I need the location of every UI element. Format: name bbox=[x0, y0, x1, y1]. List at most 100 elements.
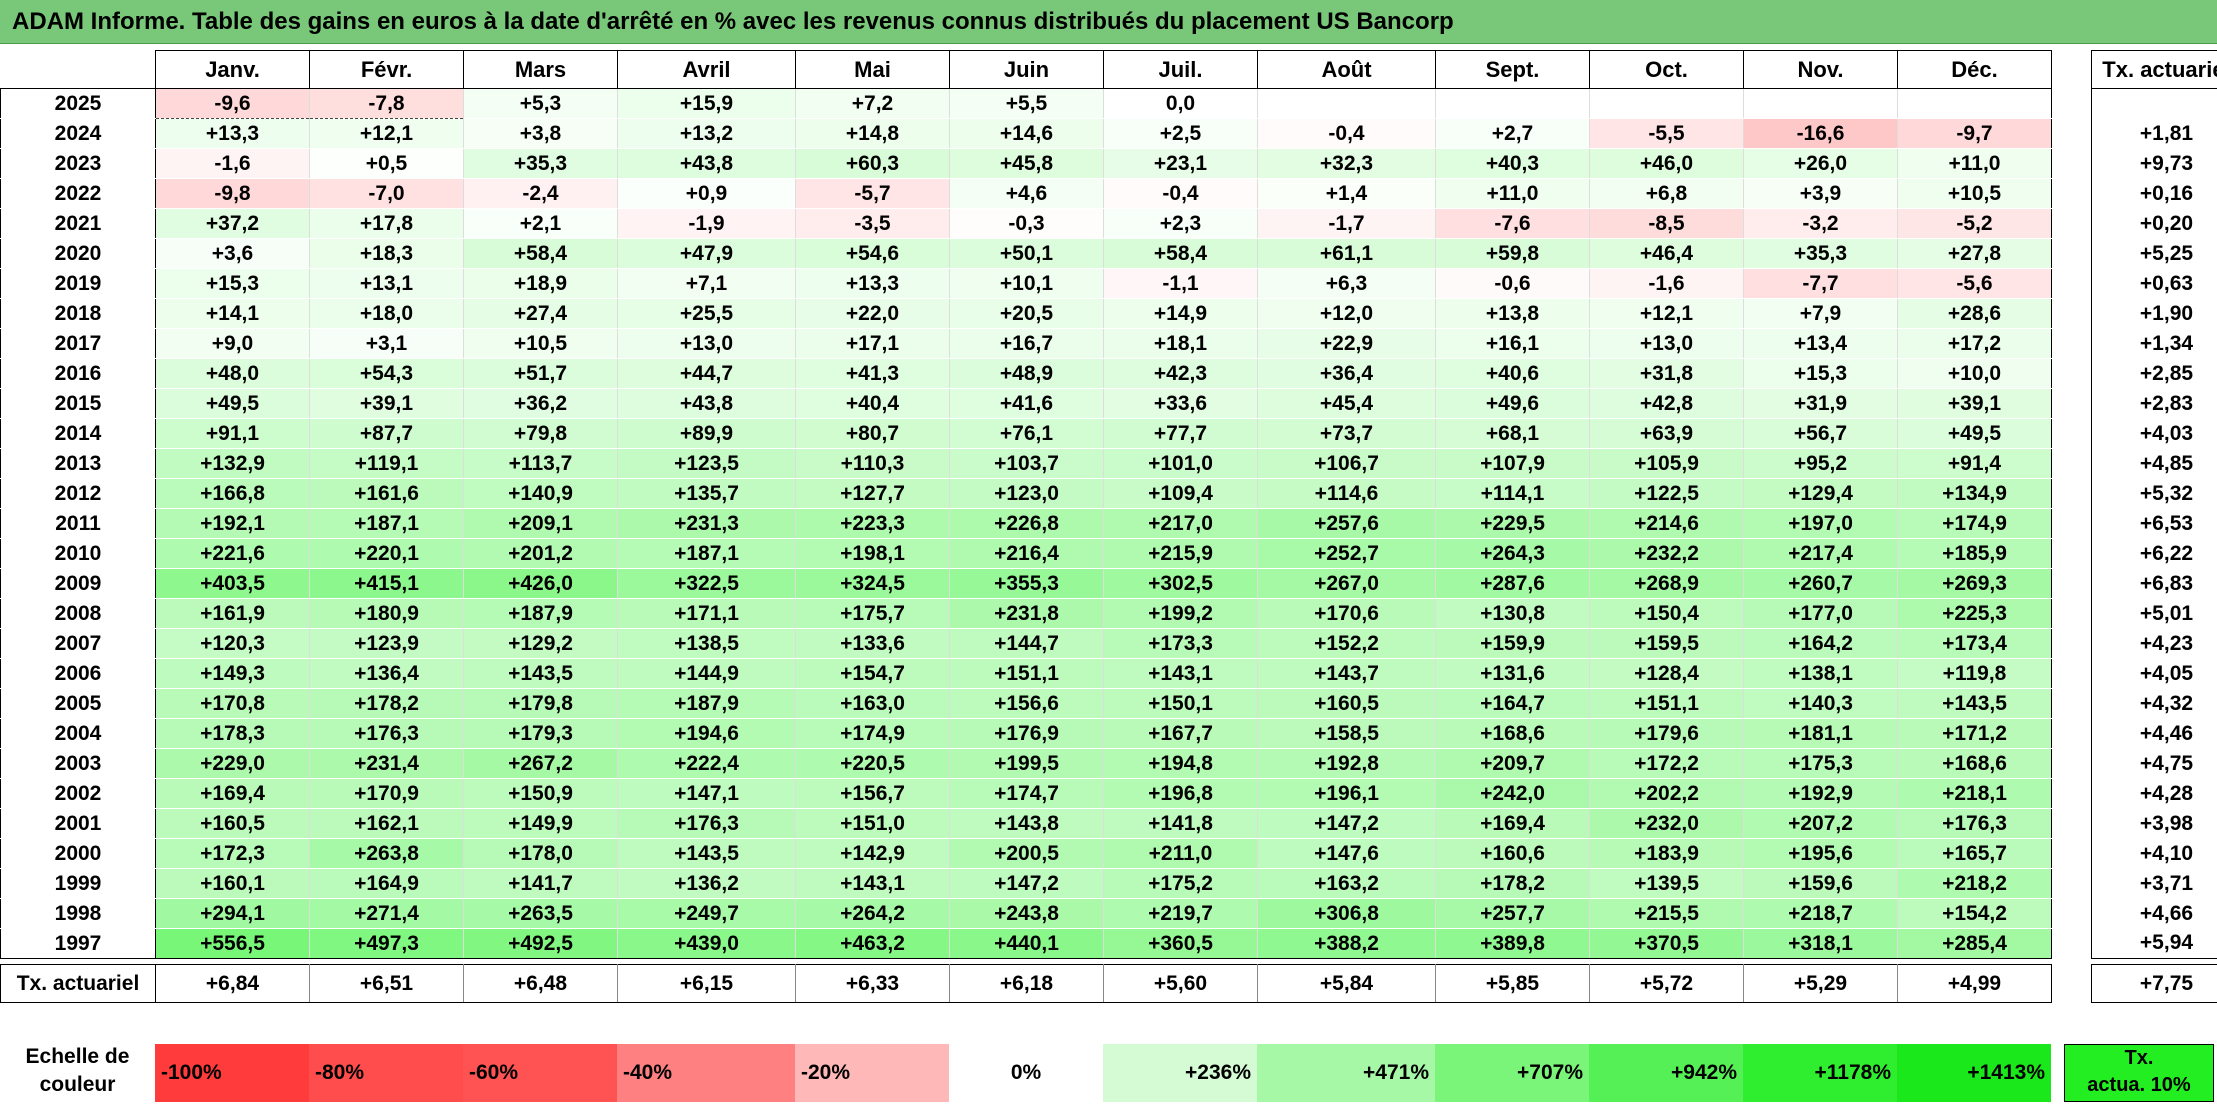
gap-cell bbox=[2051, 148, 2092, 179]
scale-target-line2: actua. 10% bbox=[2087, 1074, 2191, 1096]
cell-2023-dec: +11,0 bbox=[1897, 148, 2052, 179]
cell-2020-juin: +50,1 bbox=[949, 238, 1104, 269]
cell-1997-juil: +360,5 bbox=[1103, 928, 1258, 959]
cell-2015-avril: +43,8 bbox=[617, 388, 796, 419]
cell-2005-nov: +140,3 bbox=[1743, 688, 1898, 719]
cell-2010-sept: +264,3 bbox=[1435, 538, 1590, 569]
cell-2025-fevr: -7,8 bbox=[309, 88, 464, 119]
cell-2013-aout: +106,7 bbox=[1257, 448, 1436, 479]
cell-2014-avril: +89,9 bbox=[617, 418, 796, 449]
gap-cell bbox=[2051, 358, 2092, 389]
cell-2019-oct: -1,6 bbox=[1589, 268, 1744, 299]
cell-1998-juil: +219,7 bbox=[1103, 898, 1258, 929]
cell-2009-juin: +355,3 bbox=[949, 568, 1104, 599]
cell-2008-sept: +130,8 bbox=[1435, 598, 1590, 629]
gap-cell bbox=[2051, 448, 2092, 479]
cell-2022-fevr: -7,0 bbox=[309, 178, 464, 209]
scale-step-12: +1413% bbox=[1897, 1044, 2051, 1102]
cell-2024-janv: +13,3 bbox=[155, 118, 310, 149]
cell-2021-janv: +37,2 bbox=[155, 208, 310, 239]
cell-2010-avril: +187,1 bbox=[617, 538, 796, 569]
cell-2004-aout: +158,5 bbox=[1257, 718, 1436, 749]
cell-1998-oct: +215,5 bbox=[1589, 898, 1744, 929]
cell-2023-juil: +23,1 bbox=[1103, 148, 1258, 179]
rate-cell-2017: +1,34 bbox=[2091, 328, 2217, 359]
cell-2008-mai: +175,7 bbox=[795, 598, 950, 629]
scale-step-10: +942% bbox=[1589, 1044, 1743, 1102]
cell-2018-janv: +14,1 bbox=[155, 298, 310, 329]
rate-cell-2004: +4,46 bbox=[2091, 718, 2217, 749]
totals-label: Tx. actuariel bbox=[0, 964, 156, 1003]
gap-cell bbox=[2051, 688, 2092, 719]
cell-1999-dec: +218,2 bbox=[1897, 868, 2052, 899]
cell-2006-janv: +149,3 bbox=[155, 658, 310, 689]
cell-2020-fevr: +18,3 bbox=[309, 238, 464, 269]
cell-2005-janv: +170,8 bbox=[155, 688, 310, 719]
rate-cell-2020: +5,25 bbox=[2091, 238, 2217, 269]
rate-cell-2001: +3,98 bbox=[2091, 808, 2217, 839]
cell-2024-dec: -9,7 bbox=[1897, 118, 2052, 149]
cell-2024-juin: +14,6 bbox=[949, 118, 1104, 149]
table-row: 2013 +132,9 +119,1 +113,7 +123,5 +110,3 +103,7… bbox=[0, 448, 2217, 479]
cell-2000-mai: +142,9 bbox=[795, 838, 950, 869]
gap-cell bbox=[2051, 118, 2092, 149]
month-header-dec: Déc. bbox=[1897, 50, 2052, 89]
cell-2000-aout: +147,6 bbox=[1257, 838, 1436, 869]
cell-2023-fevr: +0,5 bbox=[309, 148, 464, 179]
table-row: 2000 +172,3 +263,8 +178,0 +143,5 +142,9 +200,5… bbox=[0, 838, 2217, 869]
total-juin: +6,18 bbox=[949, 964, 1104, 1003]
rate-cell-2015: +2,83 bbox=[2091, 388, 2217, 419]
cell-2001-juin: +143,8 bbox=[949, 808, 1104, 839]
row-year-label: 2015 bbox=[0, 388, 156, 419]
cell-2008-dec: +225,3 bbox=[1897, 598, 2052, 629]
total-fevr: +6,51 bbox=[309, 964, 464, 1003]
cell-2005-fevr: +178,2 bbox=[309, 688, 464, 719]
rate-cell-1999: +3,71 bbox=[2091, 868, 2217, 899]
gap-cell bbox=[2051, 748, 2092, 779]
cell-2000-janv: +172,3 bbox=[155, 838, 310, 869]
table-row: 2001 +160,5 +162,1 +149,9 +176,3 +151,0 +143,8… bbox=[0, 808, 2217, 839]
table-row: 2008 +161,9 +180,9 +187,9 +171,1 +175,7 +231,8… bbox=[0, 598, 2217, 629]
cell-2014-janv: +91,1 bbox=[155, 418, 310, 449]
cell-2021-avril: -1,9 bbox=[617, 208, 796, 239]
cell-2022-mars: -2,4 bbox=[463, 178, 618, 209]
cell-2015-fevr: +39,1 bbox=[309, 388, 464, 419]
cell-2005-aout: +160,5 bbox=[1257, 688, 1436, 719]
scale-step-3: -60% bbox=[463, 1044, 617, 1102]
table-row: 1998 +294,1 +271,4 +263,5 +249,7 +264,2 +243,8… bbox=[0, 898, 2217, 929]
cell-2000-juin: +200,5 bbox=[949, 838, 1104, 869]
cell-2003-mai: +220,5 bbox=[795, 748, 950, 779]
month-header-nov: Nov. bbox=[1743, 50, 1898, 89]
cell-2019-dec: -5,6 bbox=[1897, 268, 2052, 299]
cell-2017-mars: +10,5 bbox=[463, 328, 618, 359]
cell-2005-mars: +179,8 bbox=[463, 688, 618, 719]
cell-2000-oct: +183,9 bbox=[1589, 838, 1744, 869]
cell-2019-aout: +6,3 bbox=[1257, 268, 1436, 299]
cell-1998-mars: +263,5 bbox=[463, 898, 618, 929]
cell-1997-sept: +389,8 bbox=[1435, 928, 1590, 959]
cell-2011-mai: +223,3 bbox=[795, 508, 950, 539]
cell-2006-mai: +154,7 bbox=[795, 658, 950, 689]
cell-2012-nov: +129,4 bbox=[1743, 478, 1898, 509]
cell-2009-nov: +260,7 bbox=[1743, 568, 1898, 599]
row-year-label: 2010 bbox=[0, 538, 156, 569]
cell-2006-avril: +144,9 bbox=[617, 658, 796, 689]
cell-2008-juil: +199,2 bbox=[1103, 598, 1258, 629]
cell-2006-sept: +131,6 bbox=[1435, 658, 1590, 689]
cell-2006-nov: +138,1 bbox=[1743, 658, 1898, 689]
cell-2001-dec: +176,3 bbox=[1897, 808, 2052, 839]
cell-2002-fevr: +170,9 bbox=[309, 778, 464, 809]
cell-1998-janv: +294,1 bbox=[155, 898, 310, 929]
rate-cell-2003: +4,75 bbox=[2091, 748, 2217, 779]
cell-2017-nov: +13,4 bbox=[1743, 328, 1898, 359]
cell-2009-mars: +426,0 bbox=[463, 568, 618, 599]
cell-2015-juil: +33,6 bbox=[1103, 388, 1258, 419]
cell-2008-fevr: +180,9 bbox=[309, 598, 464, 629]
table-row: 1999 +160,1 +164,9 +141,7 +136,2 +143,1 +147,2… bbox=[0, 868, 2217, 899]
cell-2001-avril: +176,3 bbox=[617, 808, 796, 839]
cell-2011-juil: +217,0 bbox=[1103, 508, 1258, 539]
cell-2021-juil: +2,3 bbox=[1103, 208, 1258, 239]
cell-2006-mars: +143,5 bbox=[463, 658, 618, 689]
rate-cell-2005: +4,32 bbox=[2091, 688, 2217, 719]
cell-2025-aout bbox=[1257, 88, 1436, 119]
